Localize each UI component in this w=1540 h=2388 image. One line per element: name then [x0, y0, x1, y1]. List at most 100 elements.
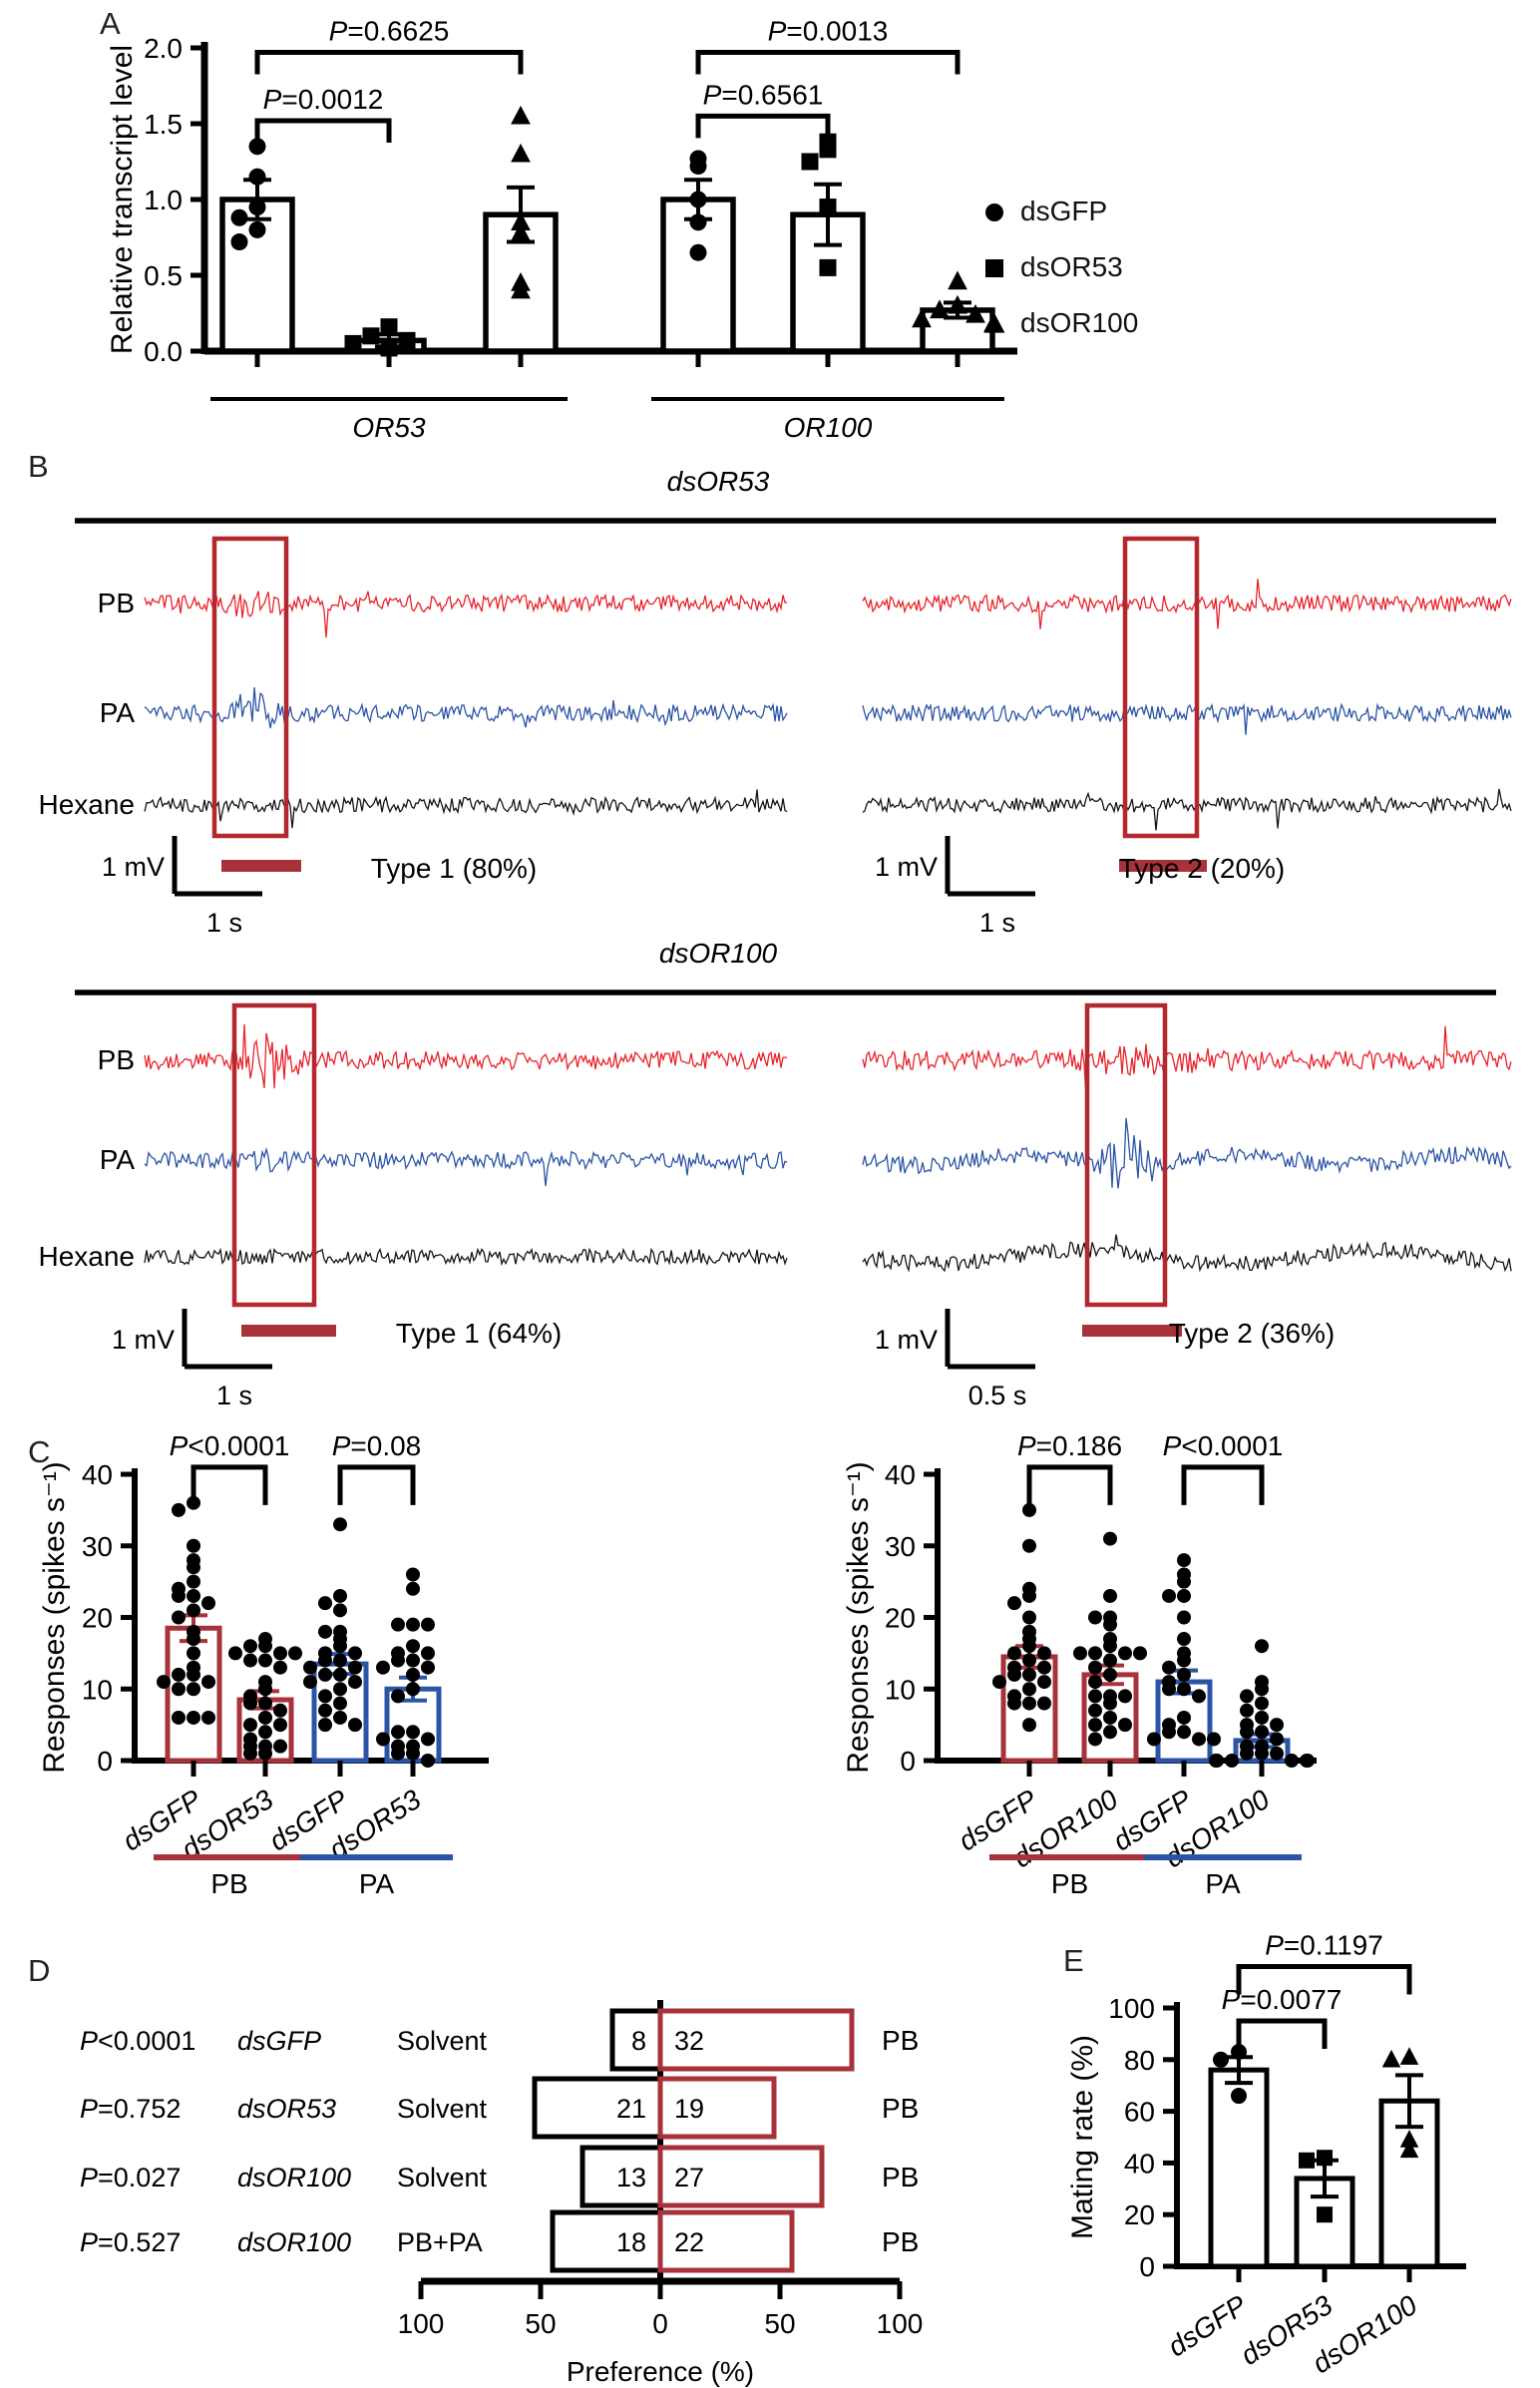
type-label: Type 2 (20%): [1119, 853, 1286, 884]
circle-marker: [985, 203, 1003, 221]
trace-pa: [144, 1146, 788, 1187]
scatter-point: [406, 1746, 420, 1761]
scatter-point: [1162, 1725, 1176, 1740]
scatter-point: [333, 1710, 347, 1725]
scatter-point: [1270, 1732, 1284, 1747]
row-p-value: P=0.752: [80, 2094, 181, 2124]
trace-pa: [862, 702, 1512, 735]
trace-pb: [144, 1023, 787, 1089]
y-tick-label: 1.0: [144, 185, 183, 215]
scatter-point: [318, 1703, 332, 1718]
scatter-point: [1037, 1675, 1051, 1690]
legend-label: dsGFP: [1020, 196, 1108, 226]
scatter-point: [258, 1746, 272, 1761]
scatter-point: [1231, 2044, 1247, 2061]
scatter-point: [1088, 1646, 1102, 1661]
scatter-point: [1270, 1718, 1284, 1733]
trace-pa: [144, 687, 788, 729]
scatter-point: [912, 308, 932, 328]
scatter-point: [273, 1660, 287, 1675]
y-tick-label: 2.0: [144, 33, 183, 64]
scatter-point: [819, 141, 837, 159]
scatter-point: [406, 1567, 420, 1582]
response-highlight-box: [231, 1002, 317, 1308]
triangle-legend-marker-icon: [983, 312, 1005, 333]
x-tick-label: 100: [877, 2308, 924, 2339]
scatter-point: [1022, 1667, 1036, 1682]
scatter-point: [201, 1710, 215, 1725]
scatter-point: [243, 1746, 257, 1761]
scatter-point: [421, 1617, 435, 1632]
y-axis-title: Mating rate (%): [1066, 2035, 1099, 2239]
scatter-point: [318, 1653, 332, 1668]
scatter-point: [1213, 2051, 1229, 2068]
scatter-point: [1103, 1617, 1117, 1632]
scatter-point: [1118, 1646, 1132, 1661]
row-left-label: Solvent: [397, 2094, 488, 2124]
square-marker: [985, 259, 1003, 277]
y-tick-label: 20: [82, 1603, 113, 1634]
scatter-point: [201, 1675, 215, 1690]
sig-bracket: [1236, 1964, 1412, 1995]
scatter-point: [318, 1689, 332, 1704]
scatter-point: [1270, 1746, 1284, 1761]
row-p-value: P=0.527: [80, 2227, 181, 2257]
scatter-point: [157, 1675, 171, 1690]
y-tick-label: 0: [1139, 2251, 1155, 2282]
scatter-point: [1022, 1682, 1036, 1697]
row-treatment: dsOR100: [237, 2163, 351, 2192]
y-tick-label: 10: [885, 1674, 916, 1705]
scatter-point: [406, 1725, 420, 1740]
scatter-point: [333, 1639, 347, 1654]
scatter-point: [1118, 1718, 1132, 1733]
scatter-point: [348, 1675, 362, 1690]
scatter-point: [1240, 1689, 1254, 1704]
scatter-point: [1022, 1718, 1036, 1733]
row-right-label: PB: [882, 2162, 919, 2192]
trace-pa: [862, 1117, 1512, 1189]
sig-bracket: [1181, 1464, 1265, 1505]
scatter-point: [1103, 1653, 1117, 1668]
x-tick-label: 0: [652, 2308, 668, 2339]
stimulus-bar: [1082, 1325, 1182, 1337]
panel-d-label: D: [28, 1953, 51, 1988]
sig-bracket: [254, 118, 392, 143]
scatter-point: [228, 1646, 242, 1661]
row-treatment: dsOR53: [237, 2094, 336, 2124]
scatter-point: [391, 1689, 405, 1704]
y-tick-label: 0: [900, 1746, 916, 1777]
scatter-point: [230, 233, 248, 251]
row-left-label: PB+PA: [397, 2227, 483, 2257]
trace-hexane: [862, 788, 1512, 831]
trace-label: PA: [100, 1144, 136, 1175]
scatter-point: [948, 294, 967, 314]
scatter-point: [421, 1660, 435, 1675]
scatter-point: [333, 1696, 347, 1711]
scatter-point: [1162, 1660, 1176, 1675]
x-tick-label: 100: [398, 2308, 445, 2339]
scatter-point: [1007, 1596, 1021, 1611]
scatter-point: [1103, 1696, 1117, 1711]
scatter-point: [172, 1682, 186, 1697]
sig-label: P=0.0012: [263, 84, 384, 115]
scatter-point: [1022, 1639, 1036, 1654]
section-title: dsOR53: [667, 466, 770, 497]
circle-legend-marker-icon: [985, 203, 1003, 221]
scatter-point: [1285, 1754, 1299, 1768]
panel-d-chart: P<0.0001 dsGFP Solvent 8 32 PB P=0.752 dsOR53 So…: [80, 2000, 924, 2387]
group-label: PB: [210, 1868, 247, 1899]
scatter-point: [344, 334, 362, 352]
scatter-point: [376, 1660, 390, 1675]
scale-label-time: 1 s: [979, 908, 1015, 938]
scatter-point: [243, 1653, 257, 1668]
scatter-point: [1301, 1754, 1315, 1768]
left-count: 13: [616, 2163, 646, 2192]
trace-hexane: [144, 1247, 788, 1267]
scatter-point: [965, 303, 985, 323]
scatter-point: [318, 1624, 332, 1639]
y-tick-label: 0.5: [144, 260, 183, 291]
scatter-point: [511, 143, 531, 163]
scatter-point: [1022, 1610, 1036, 1625]
scale-label-time: 1 s: [206, 908, 242, 938]
